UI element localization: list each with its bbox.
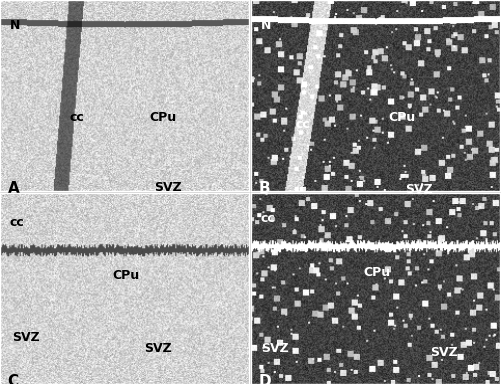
Text: CPu: CPu [112,270,139,283]
Text: SVZ: SVZ [13,331,40,344]
Text: cc: cc [296,118,311,131]
Text: CPu: CPu [149,111,176,124]
Text: SVZ: SVZ [261,342,289,355]
Text: SVZ: SVZ [144,342,172,355]
Text: B: B [259,181,270,196]
Text: N: N [10,19,21,32]
Text: cc: cc [70,111,85,124]
Text: D: D [259,374,271,384]
Text: SVZ: SVZ [405,183,433,196]
Text: SVZ: SVZ [430,346,458,359]
Text: cc: cc [261,212,276,225]
Text: CPu: CPu [388,111,415,124]
Text: SVZ: SVZ [154,181,182,194]
Text: N: N [261,19,272,32]
Text: CPu: CPu [363,266,390,279]
Text: C: C [8,374,19,384]
Text: cc: cc [10,216,25,229]
Text: A: A [8,181,19,196]
